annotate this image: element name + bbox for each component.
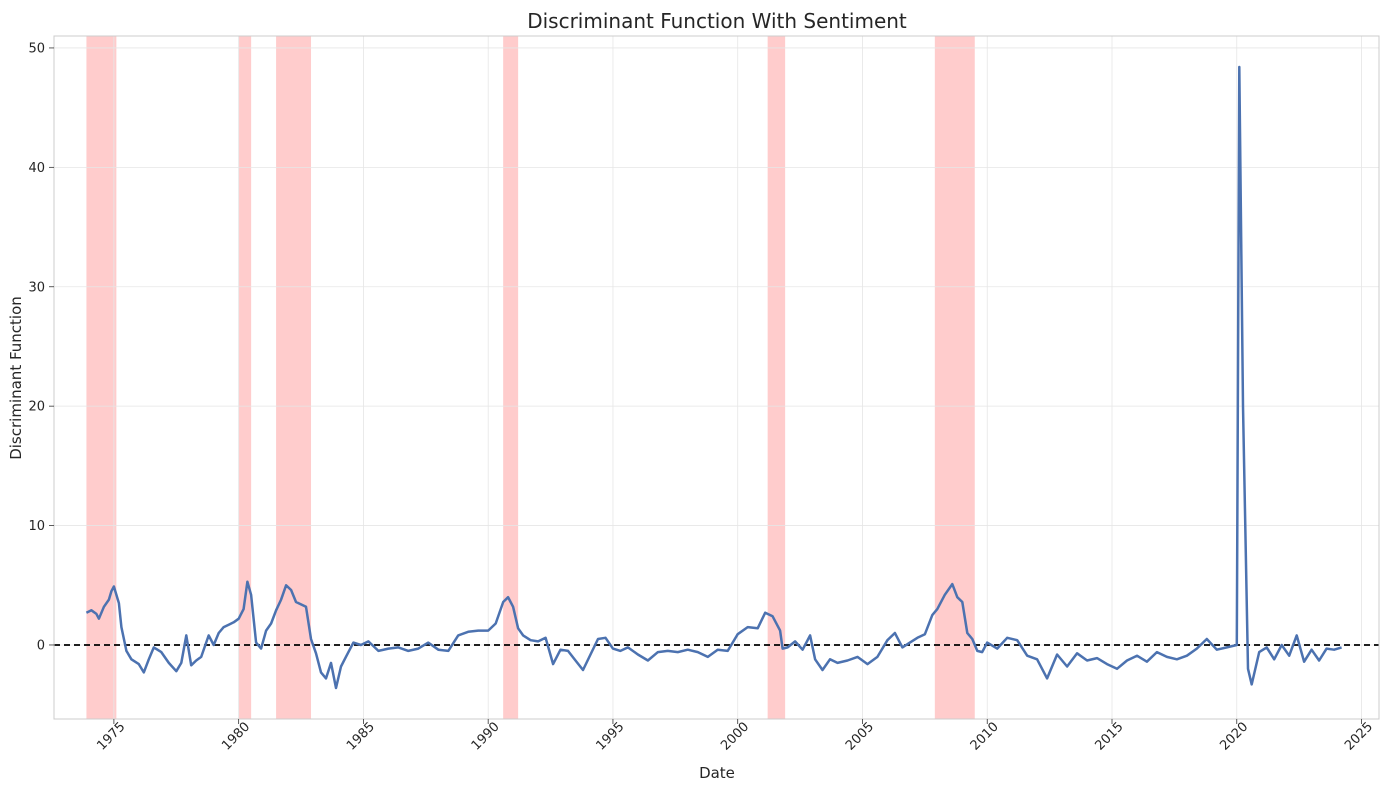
recession-band [934,36,975,719]
chart-title: Discriminant Function With Sentiment [527,9,907,33]
recession-bands [86,36,975,719]
recession-band [276,36,312,719]
x-tick-label: 2020 [1217,720,1251,754]
x-tick-label: 1975 [94,720,128,754]
x-tick-label: 1990 [469,720,503,754]
y-tick-label: 20 [28,400,45,415]
y-tick-label: 50 [28,41,45,56]
recession-band [86,36,117,719]
x-tick-label: 2025 [1342,720,1376,754]
recession-band [238,36,252,719]
y-tick-label: 40 [28,161,45,176]
y-axis-label: Discriminant Function [7,296,25,460]
recession-band [503,36,519,719]
plot-frame [53,35,1380,720]
x-tick-label: 2000 [718,720,752,754]
x-tick-label: 2015 [1093,720,1127,754]
recession-band [767,36,786,719]
y-tick-label: 10 [28,519,45,534]
x-axis-label: Date [699,764,735,782]
x-tick-label: 2010 [968,720,1002,754]
x-tick-label: 1995 [593,720,627,754]
y-tick-label: 0 [37,638,45,653]
x-tick-label: 1985 [344,720,378,754]
axis-ticks: 1975 1980 1985 1990 1995 2000 2005 2010 2015 2020… [28,41,1376,753]
x-tick-label: 2005 [843,720,877,754]
x-tick-label: 1980 [219,720,253,754]
series-line [85,65,1342,690]
y-tick-label: 30 [28,280,45,295]
